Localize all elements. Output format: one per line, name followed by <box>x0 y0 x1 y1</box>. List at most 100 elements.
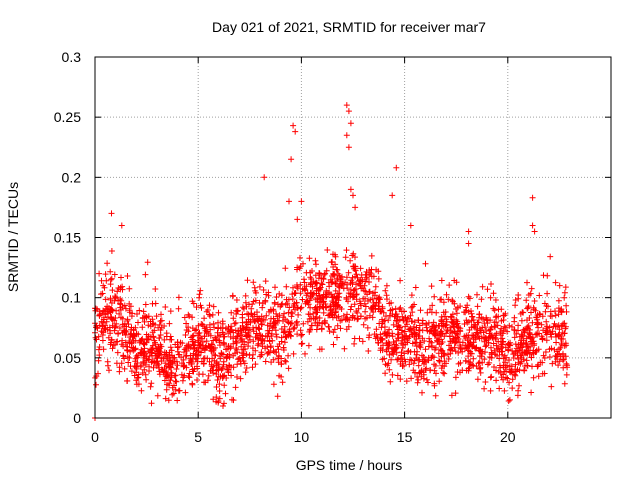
data-point <box>383 313 389 320</box>
data-point <box>307 269 314 276</box>
data-point <box>174 397 181 404</box>
data-point <box>411 319 418 326</box>
data-point <box>379 303 386 310</box>
data-point <box>162 304 169 310</box>
data-point <box>502 310 509 317</box>
data-point <box>298 198 305 205</box>
data-point <box>225 324 232 330</box>
data-point <box>240 326 247 333</box>
data-point <box>343 274 350 281</box>
data-point <box>493 367 499 374</box>
data-point <box>523 347 530 354</box>
data-point <box>554 356 561 363</box>
data-point <box>326 328 333 335</box>
data-point <box>166 357 173 364</box>
data-point <box>544 290 551 297</box>
data-point <box>383 282 390 289</box>
data-point <box>122 332 129 338</box>
data-point <box>220 403 226 409</box>
data-point <box>543 318 550 325</box>
data-point <box>449 297 456 304</box>
data-point <box>180 363 187 370</box>
data-point <box>167 377 174 384</box>
data-point <box>298 332 305 339</box>
data-point <box>245 311 252 318</box>
data-point <box>234 307 241 314</box>
data-point <box>352 204 359 211</box>
data-point <box>304 297 311 304</box>
data-point <box>185 373 192 380</box>
data-point <box>150 334 157 341</box>
data-point <box>400 334 406 340</box>
data-point <box>445 296 452 303</box>
data-point <box>128 368 135 375</box>
data-point <box>297 254 303 261</box>
data-point <box>282 333 289 340</box>
data-point <box>552 323 559 330</box>
data-point <box>492 324 498 331</box>
data-point <box>294 216 301 223</box>
data-point <box>373 333 380 340</box>
data-point <box>457 344 464 350</box>
data-point <box>553 339 560 346</box>
data-point <box>537 359 544 366</box>
data-point <box>518 339 525 346</box>
data-point <box>216 337 223 344</box>
chart-title: Day 021 of 2021, SRMTID for receiver mar… <box>212 19 486 35</box>
data-point <box>525 292 532 298</box>
data-point <box>510 355 517 361</box>
data-point <box>515 295 522 302</box>
data-point <box>236 355 243 362</box>
data-point <box>529 194 536 201</box>
data-point <box>285 352 292 359</box>
data-point <box>157 332 164 338</box>
data-point <box>205 331 212 337</box>
data-point <box>106 367 112 374</box>
data-point <box>189 333 196 340</box>
data-point <box>396 306 403 313</box>
data-point <box>549 313 555 320</box>
data-point <box>138 346 145 353</box>
data-point <box>497 338 504 345</box>
data-point <box>308 315 315 322</box>
data-point <box>249 364 256 371</box>
data-point <box>337 325 344 332</box>
data-point <box>334 334 340 341</box>
data-point <box>288 156 295 163</box>
data-point <box>355 315 361 322</box>
data-point <box>290 284 296 291</box>
data-point <box>488 333 494 340</box>
data-point <box>474 376 481 383</box>
data-point <box>172 372 179 379</box>
data-point <box>499 351 505 358</box>
data-point <box>349 294 356 301</box>
data-point <box>175 387 182 394</box>
data-point <box>408 375 415 382</box>
data-point <box>258 321 265 328</box>
data-point <box>383 346 390 353</box>
data-point <box>375 339 381 346</box>
data-point <box>501 387 508 394</box>
data-point <box>394 356 401 363</box>
data-point <box>250 338 257 345</box>
data-point <box>143 357 150 364</box>
data-point <box>441 358 448 365</box>
data-point <box>517 352 524 359</box>
data-point <box>244 277 251 284</box>
data-point <box>440 299 447 306</box>
data-point <box>454 328 461 335</box>
data-point <box>195 330 202 337</box>
data-point <box>189 381 196 388</box>
data-point <box>459 348 466 355</box>
data-point <box>183 364 190 371</box>
data-point <box>345 269 352 276</box>
data-point <box>399 344 406 351</box>
data-point <box>402 341 409 348</box>
data-point <box>303 283 310 290</box>
data-point <box>503 354 510 361</box>
y-tick-label: 0.15 <box>54 230 81 246</box>
data-point <box>244 310 251 317</box>
data-point <box>376 303 383 310</box>
data-point <box>548 383 555 390</box>
data-point <box>386 366 393 373</box>
